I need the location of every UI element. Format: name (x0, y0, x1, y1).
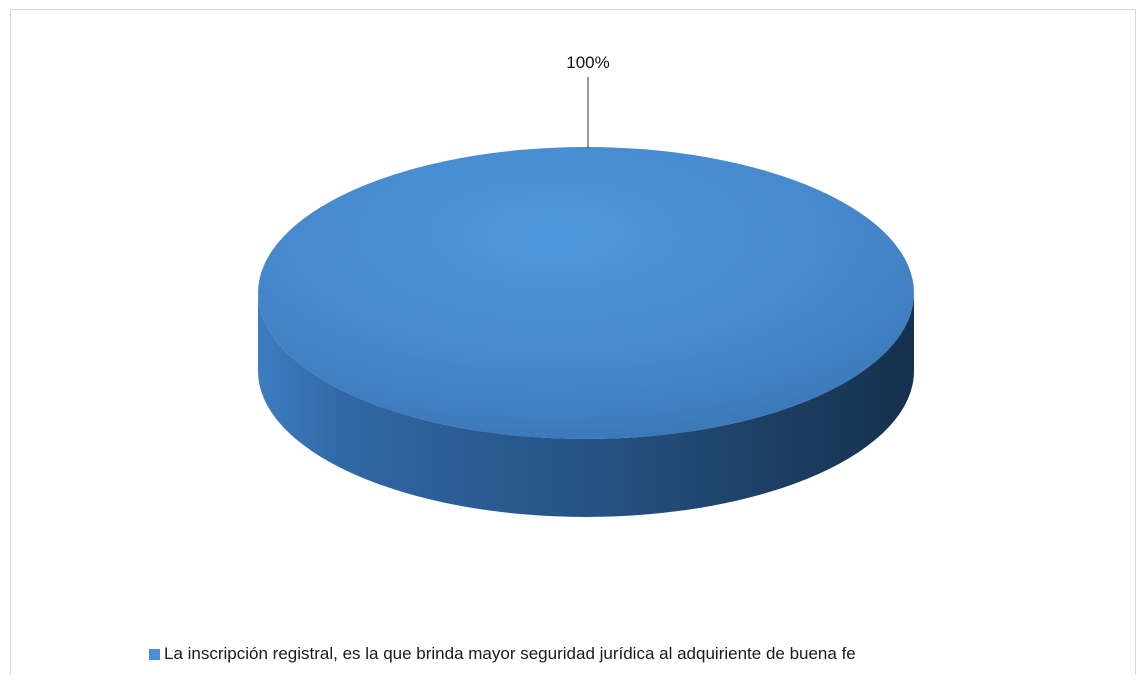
legend-label: La inscripción registral, es la que brin… (164, 644, 856, 663)
pie-chart: 100% (258, 53, 914, 517)
legend: La inscripción registral, es la que brin… (149, 642, 856, 666)
pie-slice-side (258, 293, 914, 517)
legend-swatch (149, 648, 160, 660)
pie-slice-top (258, 147, 914, 439)
data-label: 100% (566, 53, 609, 72)
chart-area: 100% La inscripción registral, es la que… (10, 9, 1136, 675)
